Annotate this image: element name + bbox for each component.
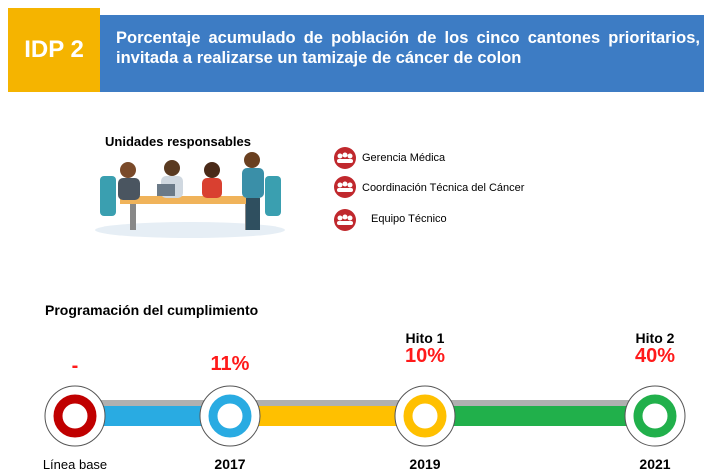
graphics: Línea base - 2017 11% 2019 10%Hito 1 2021 40%Hi… xyxy=(0,0,704,475)
milestone-label: Línea base xyxy=(43,457,107,472)
milestone-label: 2017 xyxy=(214,456,245,472)
milestone-dot xyxy=(408,399,442,433)
milestone-value: 40% xyxy=(635,345,675,367)
page: IDP 2 Porcentaje acumulado de población … xyxy=(0,0,704,475)
milestone-label: 2021 xyxy=(639,456,670,472)
milestone-value: 10% xyxy=(405,345,445,367)
timeline-bar xyxy=(55,400,675,426)
milestone-value: 11% xyxy=(211,353,250,375)
milestone-value: - xyxy=(72,355,79,377)
meeting-illustration xyxy=(95,152,285,238)
milestone-hito: Hito 1 xyxy=(406,330,445,346)
milestone-hito: Hito 2 xyxy=(636,330,675,346)
unit-icons xyxy=(334,147,356,231)
milestone-dot xyxy=(638,399,672,433)
milestone-label: 2019 xyxy=(409,456,440,472)
milestone-dot xyxy=(213,399,247,433)
milestone-dot xyxy=(58,399,92,433)
